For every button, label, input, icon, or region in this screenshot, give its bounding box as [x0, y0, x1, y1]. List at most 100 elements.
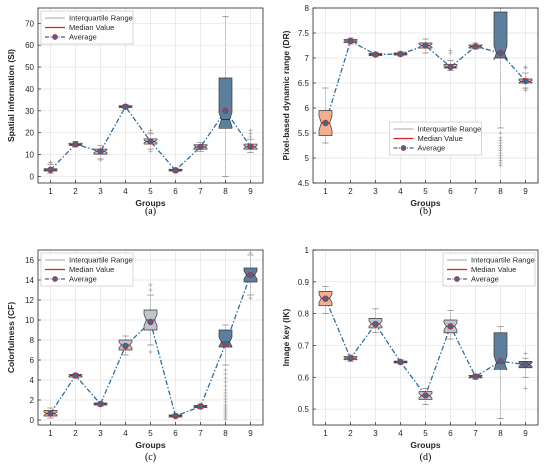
mean-marker: [122, 103, 129, 110]
x-tick-label: 8: [223, 187, 228, 196]
outlier-mark: [523, 386, 528, 391]
legend-label: Interquartile Range: [69, 256, 133, 265]
panel-caption: (d): [420, 452, 432, 463]
y-tick-label: 4.5: [298, 179, 310, 188]
x-tick-label: 7: [473, 429, 478, 438]
y-tick-label: 40: [25, 85, 34, 94]
mean-marker: [172, 412, 179, 420]
box: [218, 329, 233, 348]
box-group-5: [418, 388, 433, 405]
box-group-2: [68, 372, 83, 379]
mean-marker: [247, 143, 254, 150]
outlier-mark: [248, 128, 253, 133]
box-group-6: [168, 167, 183, 174]
box-group-1: [318, 286, 333, 314]
outlier-mark: [148, 128, 153, 133]
outlier-mark: [248, 251, 253, 255]
mean-marker: [372, 51, 379, 58]
x-tick-label: 1: [323, 429, 328, 438]
y-tick-label: 10: [25, 151, 34, 160]
mean-marker: [222, 107, 229, 115]
outlier-mark: [223, 380, 228, 384]
y-tick-label: 5: [305, 154, 310, 163]
box-group-5: [143, 128, 158, 154]
x-tick-label: 4: [123, 429, 128, 438]
x-tick-label: 9: [523, 429, 528, 438]
mean-marker: [47, 410, 54, 417]
box-group-5: [418, 38, 433, 54]
x-axis-label: Groups: [410, 440, 440, 450]
box-group-9: [518, 65, 533, 93]
box-group-1: [43, 407, 58, 419]
box-group-6: [168, 412, 183, 420]
legend-label: Average: [69, 275, 97, 284]
y-tick-label: 7: [305, 54, 310, 63]
x-tick-label: 4: [398, 187, 403, 196]
mean-marker: [522, 361, 529, 368]
legend-swatch-average-marker: [52, 34, 58, 40]
box-group-4: [393, 50, 408, 58]
mean-marker: [397, 50, 404, 58]
box-group-9: [243, 251, 258, 300]
x-tick-label: 6: [448, 429, 453, 438]
mean-marker: [247, 271, 254, 279]
mean-marker: [472, 373, 479, 380]
mean-marker: [147, 318, 154, 326]
box-group-7: [193, 142, 208, 152]
y-tick-label: 60: [25, 41, 34, 50]
y-tick-label: 20: [25, 129, 34, 138]
legend-swatch-average-marker: [454, 276, 460, 282]
x-tick-label: 5: [423, 187, 428, 196]
outlier-mark: [148, 149, 153, 154]
outlier-mark: [148, 288, 153, 292]
box-group-7: [193, 403, 208, 410]
outlier-mark: [498, 136, 503, 140]
y-tick-label: 2: [30, 396, 35, 405]
outlier-mark: [223, 376, 228, 380]
x-tick-label: 9: [248, 187, 253, 196]
box: [493, 11, 508, 61]
y-tick-label: 0: [30, 172, 35, 181]
y-tick-label: 6.5: [298, 79, 310, 88]
box-group-2: [343, 37, 358, 45]
x-tick-label: 6: [448, 187, 453, 196]
mean-marker: [497, 358, 504, 365]
y-tick-label: 0: [30, 416, 35, 425]
mean-marker: [97, 148, 104, 155]
outlier-mark: [223, 368, 228, 372]
x-tick-label: 1: [48, 187, 53, 196]
x-tick-label: 3: [98, 187, 103, 196]
panel-caption: (c): [145, 452, 156, 463]
x-tick-label: 5: [423, 429, 428, 438]
y-tick-label: 0.8: [298, 310, 310, 319]
x-tick-label: 5: [148, 187, 153, 196]
outlier-mark: [498, 131, 503, 135]
y-tick-label: 6: [305, 104, 310, 113]
legend-label: Average: [471, 275, 499, 284]
x-tick-label: 7: [198, 187, 203, 196]
y-tick-label: 5.5: [298, 129, 310, 138]
outlier-mark: [523, 351, 528, 356]
mean-marker: [522, 77, 529, 85]
panel-caption: (b): [420, 206, 432, 217]
mean-marker: [497, 49, 504, 57]
legend-label: Interquartile Range: [471, 256, 535, 265]
outlier-mark: [148, 283, 153, 287]
panel-caption: (a): [145, 206, 156, 217]
mean-marker: [472, 43, 479, 50]
average-line: [50, 105, 252, 172]
y-tick-label: 1: [305, 246, 310, 255]
mean-marker: [122, 342, 129, 350]
y-tick-label: 4: [30, 376, 35, 385]
box-group-7: [468, 42, 483, 50]
legend-label: Median Value: [418, 134, 463, 143]
x-tick-label: 2: [348, 429, 353, 438]
box-group-4: [118, 335, 133, 356]
box-group-1: [318, 87, 333, 144]
box-group-1: [43, 160, 58, 174]
outlier-mark: [223, 388, 228, 392]
